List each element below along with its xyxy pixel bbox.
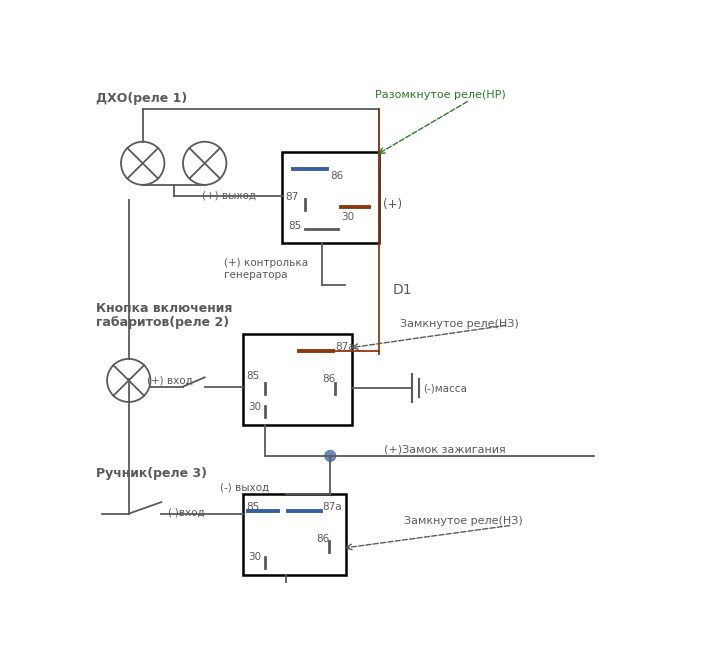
- Text: 87: 87: [285, 192, 299, 202]
- Text: 85: 85: [289, 221, 302, 231]
- Text: (+)Замок зажигания: (+)Замок зажигания: [384, 444, 506, 455]
- Text: Замкнутое реле(НЗ): Замкнутое реле(НЗ): [404, 516, 523, 526]
- Text: габаритов(реле 2): габаритов(реле 2): [96, 316, 230, 329]
- Text: 30: 30: [341, 212, 354, 222]
- Bar: [243, 495, 346, 575]
- Text: Замкнутое реле(НЗ): Замкнутое реле(НЗ): [400, 319, 518, 329]
- Text: 86: 86: [330, 171, 343, 181]
- Text: 86: 86: [316, 534, 330, 544]
- Text: 87a: 87a: [335, 342, 354, 352]
- Bar: [243, 334, 352, 425]
- Text: 85: 85: [246, 371, 260, 381]
- Text: ДХО(реле 1): ДХО(реле 1): [96, 92, 187, 105]
- Text: 85: 85: [246, 502, 260, 512]
- Text: (+) выход: (+) выход: [202, 190, 256, 200]
- Text: (-)вход: (-)вход: [168, 508, 205, 517]
- Text: (+) вход: (+) вход: [148, 375, 193, 385]
- Text: (+): (+): [383, 198, 402, 211]
- Text: (+) контролька: (+) контролька: [224, 258, 308, 268]
- Text: 86: 86: [323, 374, 336, 384]
- Text: Ручник(реле 3): Ручник(реле 3): [96, 468, 207, 481]
- Text: 30: 30: [248, 402, 261, 412]
- Text: генератора: генератора: [224, 270, 287, 280]
- Text: (-)масса: (-)масса: [423, 384, 467, 394]
- Text: 30: 30: [248, 552, 261, 562]
- Text: D1: D1: [392, 283, 412, 297]
- Bar: [282, 152, 379, 242]
- Text: Кнопка включения: Кнопка включения: [96, 302, 233, 315]
- Circle shape: [325, 451, 336, 461]
- Text: 87a: 87a: [323, 502, 342, 512]
- Text: (-) выход: (-) выход: [220, 483, 269, 493]
- Text: Разомкнутое реле(НР): Разомкнутое реле(НР): [375, 90, 506, 100]
